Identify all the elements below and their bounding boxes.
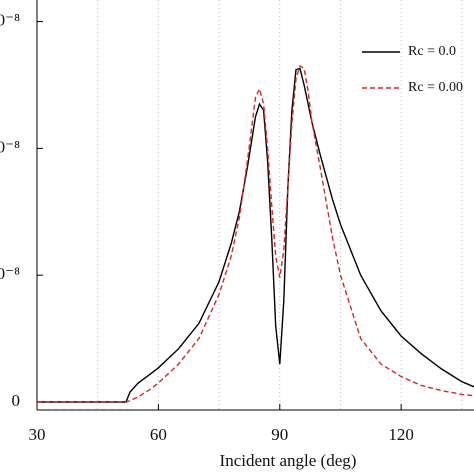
x-tick-label: 60 [150, 425, 167, 444]
x-axis-label: Incident angle (deg) [220, 451, 357, 470]
x-tick-label: 90 [271, 425, 288, 444]
series-line [37, 64, 474, 403]
x-tick-label: 30 [29, 425, 46, 444]
legend-label: Rc = 0.0 [408, 44, 456, 59]
series-line [37, 67, 474, 403]
y-tick-label: 0⁻⁸ [0, 264, 20, 283]
y-tick-label: 0 [12, 391, 21, 410]
y-tick-label: 0⁻⁸ [0, 137, 20, 156]
x-tick-label: 120 [388, 425, 414, 444]
legend-label: Rc = 0.00 [408, 80, 463, 95]
y-tick-label: 0⁻⁸ [0, 10, 20, 29]
